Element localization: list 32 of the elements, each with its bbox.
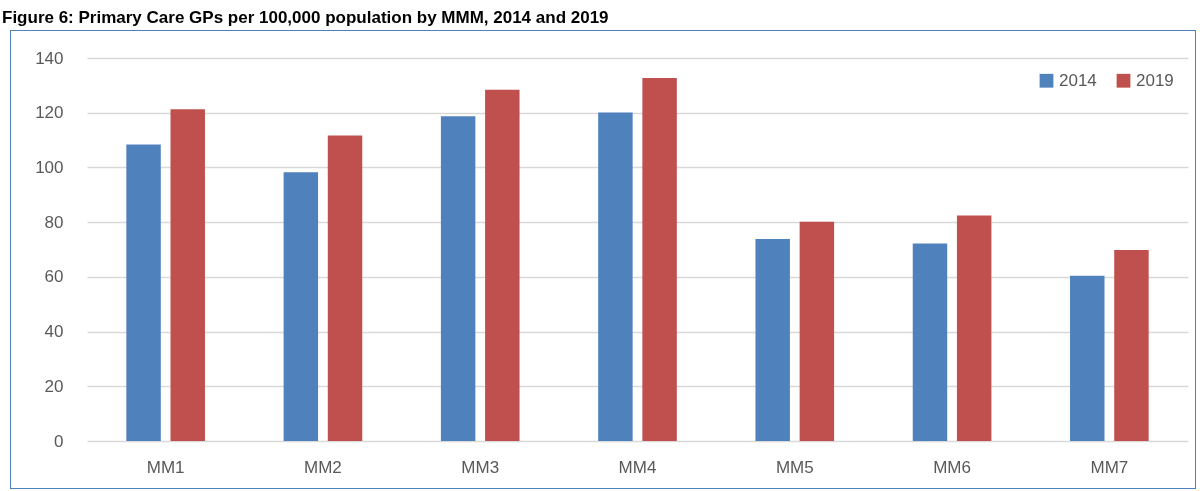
- bar: [485, 89, 520, 441]
- y-tick-label: 0: [54, 431, 64, 451]
- y-tick-label: 60: [44, 267, 64, 287]
- x-tick-label: MM2: [304, 457, 342, 477]
- bar: [642, 77, 677, 441]
- bar: [799, 221, 835, 441]
- y-tick-label: 140: [35, 48, 64, 68]
- y-tick-label: 100: [35, 157, 64, 177]
- bar: [598, 112, 633, 441]
- chart-title: Figure 6: Primary Care GPs per 100,000 population by MMM, 2014 and 2019: [2, 8, 609, 27]
- x-tick-label: MM3: [461, 457, 500, 477]
- bar: [283, 172, 319, 441]
- legend-label: 2019: [1136, 70, 1174, 90]
- bar: [755, 239, 790, 441]
- bar: [170, 109, 205, 441]
- y-tick-label: 120: [35, 103, 64, 123]
- y-tick-label: 80: [44, 212, 64, 232]
- y-tick-label: 20: [44, 376, 64, 396]
- bar: [956, 215, 992, 441]
- bar: [327, 135, 363, 441]
- bar: [1114, 250, 1149, 441]
- x-tick-label: MM7: [1090, 457, 1129, 477]
- x-tick-label: MM1: [146, 457, 185, 477]
- x-tick-label: MM6: [933, 457, 971, 477]
- bar: [126, 144, 161, 441]
- y-tick-label: 40: [44, 322, 64, 342]
- bar: [1070, 275, 1105, 441]
- x-tick-label: MM5: [775, 457, 814, 477]
- bar: [912, 243, 948, 441]
- bar: [440, 116, 476, 441]
- legend-label: 2014: [1059, 70, 1097, 90]
- x-tick-label: MM4: [618, 457, 657, 477]
